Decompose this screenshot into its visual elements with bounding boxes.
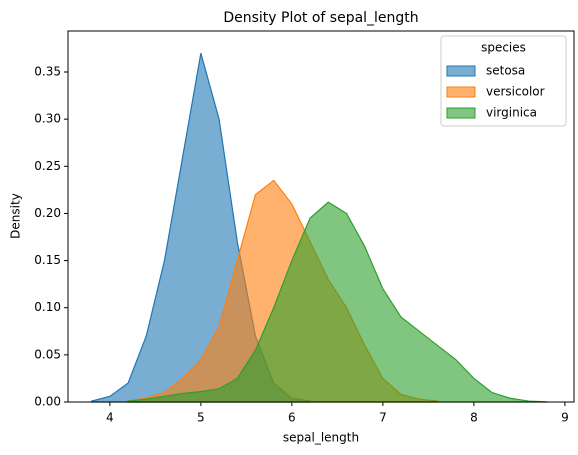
chart-title: Density Plot of sepal_length bbox=[223, 10, 418, 26]
x-tick-label: 7 bbox=[379, 411, 387, 425]
y-tick-label: 0.30 bbox=[34, 112, 61, 126]
legend-title: species bbox=[481, 41, 526, 55]
x-tick-label: 8 bbox=[470, 411, 478, 425]
y-tick-label: 0.15 bbox=[34, 253, 61, 267]
y-axis-label: Density bbox=[9, 193, 23, 239]
legend-swatch bbox=[446, 107, 476, 119]
x-tick-label: 9 bbox=[561, 411, 569, 425]
legend-label: virginica bbox=[486, 106, 537, 120]
legend-swatch bbox=[446, 86, 476, 98]
x-tick-label: 6 bbox=[288, 411, 296, 425]
legend-box bbox=[440, 35, 567, 127]
density-area bbox=[127, 201, 548, 403]
legend-swatch bbox=[446, 65, 476, 77]
y-tick-label: 0.00 bbox=[34, 395, 61, 409]
y-tick-label: 0.05 bbox=[34, 347, 61, 361]
legend-label: setosa bbox=[486, 64, 525, 78]
x-axis-label: sepal_length bbox=[283, 431, 359, 445]
y-tick-label: 0.20 bbox=[34, 206, 61, 220]
y-tick-label: 0.10 bbox=[34, 300, 61, 314]
y-tick-label: 0.25 bbox=[34, 159, 61, 173]
y-tick-label: 0.35 bbox=[34, 65, 61, 79]
legend-label: versicolor bbox=[486, 85, 545, 99]
x-tick-label: 4 bbox=[106, 411, 114, 425]
axes-frame bbox=[67, 30, 575, 403]
x-tick-label: 5 bbox=[197, 411, 205, 425]
